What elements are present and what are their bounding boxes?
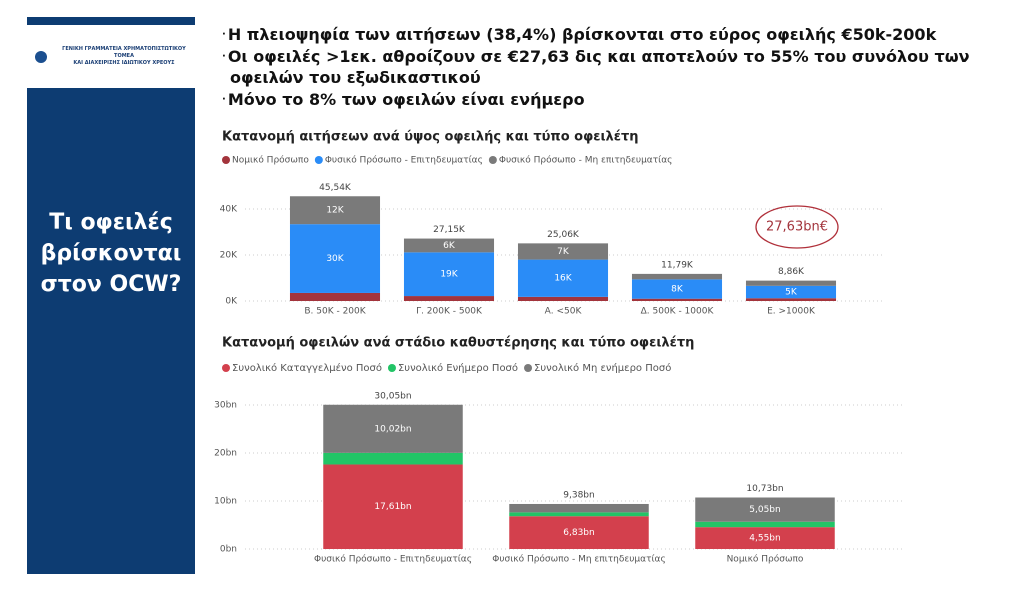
- chart-title: Κατανομή αιτήσεων ανά ύψος οφειλής και τ…: [222, 130, 639, 145]
- title-line: βρίσκονται: [40, 241, 182, 266]
- logo-text: ΓΕΝΙΚΗ ΓΡΑΜΜΑΤΕΙΑ ΧΡΗΜΑΤΟΠΙΣΤΩΤΙΚΟΥ ΤΟΜΕ…: [53, 46, 195, 67]
- logo-icon: [35, 50, 47, 63]
- chart-title: Κατανομή οφειλών ανά στάδιο καθυστέρησης…: [222, 336, 694, 351]
- data-label: 16K: [554, 274, 572, 284]
- data-label: 5K: [785, 288, 798, 298]
- sidebar-title: Τι οφειλές βρίσκονται στον OCW?: [27, 207, 195, 300]
- annotation-circle: [755, 205, 839, 249]
- data-label: 10,02bn: [374, 424, 411, 434]
- logo: ΓΕΝΙΚΗ ΓΡΑΜΜΑΤΕΙΑ ΧΡΗΜΑΤΟΠΙΣΤΩΤΙΚΟΥ ΤΟΜΕ…: [27, 25, 195, 88]
- bar-segment: [695, 521, 835, 528]
- total-label: 25,06K: [547, 230, 580, 240]
- y-tick-label: 0bn: [220, 545, 237, 555]
- bar-segment: [403, 238, 495, 253]
- title-line: Τι οφειλές: [49, 210, 173, 235]
- legend-marker: [314, 156, 323, 164]
- title-line: στον OCW?: [40, 272, 182, 297]
- total-label: 8,86K: [778, 267, 805, 277]
- bar-segment: [403, 296, 495, 301]
- bar-segment: [517, 243, 609, 260]
- bullet-list: Η πλειοψηφία των αιτήσεων (38,4%) βρίσκο…: [222, 24, 982, 110]
- legend-marker: [524, 364, 533, 372]
- bar-segment: [289, 292, 381, 301]
- y-tick-label: 10bn: [214, 497, 237, 507]
- bar-segment: [631, 298, 723, 301]
- legend-marker: [488, 156, 497, 164]
- logo-line: ΚΑΙ ΔΙΑΧΕΙΡΙΣΗΣ ΙΔΙΩΤΙΚΟΥ ΧΡΕΟΥΣ: [73, 60, 175, 66]
- bar-segment: [289, 224, 381, 293]
- x-tick-label: Γ. 200K - 500K: [416, 307, 483, 317]
- annotation: 27,63bn€: [766, 220, 828, 235]
- data-label: 12K: [326, 206, 344, 216]
- bar-segment: [631, 273, 723, 280]
- legend-marker: [222, 156, 230, 164]
- legend-label: Φυσικό Πρόσωπο - Επιτηδευματίας: [325, 155, 483, 166]
- bar-segment: [745, 285, 837, 299]
- data-label: 4,55bn: [749, 534, 780, 544]
- total-label: 10,73bn: [746, 484, 783, 494]
- bar-segment: [509, 512, 649, 517]
- bullet: Οι οφειλές >1εκ. αθροίζουν σε €27,63 δις…: [222, 46, 982, 89]
- legend-marker: [387, 364, 396, 372]
- y-tick-label: 30bn: [214, 401, 237, 411]
- bullet: Η πλειοψηφία των αιτήσεων (38,4%) βρίσκο…: [222, 24, 982, 46]
- legend-label: Συνολικό Μη ενήμερο Ποσό: [534, 362, 671, 374]
- data-label: 7K: [557, 247, 570, 257]
- legend-label: Φυσικό Πρόσωπο - Μη επιτηδευματίας: [499, 155, 673, 166]
- bar-segment: [517, 259, 609, 297]
- legend-label: Συνολικό Ενήμερο Ποσό: [398, 362, 518, 374]
- bar-segment: [745, 298, 837, 301]
- bar-segment: [403, 252, 495, 297]
- total-label: 27,15K: [433, 225, 466, 235]
- legend-label: Συνολικό Καταγγελμένο Ποσό: [232, 362, 382, 374]
- bullet: Μόνο το 8% των οφειλών είναι ενήμερο: [222, 89, 982, 111]
- bar-segment: [509, 503, 649, 513]
- data-label: 30K: [326, 254, 344, 264]
- data-label: 6K: [443, 241, 456, 251]
- y-tick-label: 20K: [220, 251, 238, 261]
- y-tick-label: 0K: [225, 297, 238, 307]
- bar-segment: [695, 497, 835, 522]
- x-tick-label: Β. 50K - 200K: [304, 307, 366, 317]
- data-label: 6,83bn: [563, 528, 594, 538]
- data-label: 5,05bn: [749, 505, 780, 515]
- sidebar: ΓΕΝΙΚΗ ΓΡΑΜΜΑΤΕΙΑ ΧΡΗΜΑΤΟΠΙΣΤΩΤΙΚΟΥ ΤΟΜΕ…: [27, 17, 195, 574]
- legend-marker: [222, 364, 230, 372]
- x-tick-label: Ε. >1000K: [767, 307, 816, 317]
- bar-segment: [323, 452, 463, 465]
- x-tick-label: Α. <50K: [545, 307, 583, 317]
- bar-segment: [745, 280, 837, 286]
- bar-segment: [517, 296, 609, 301]
- x-tick-label: Νομικό Πρόσωπο: [727, 554, 804, 565]
- bar-segment: [631, 279, 723, 299]
- x-tick-label: Δ. 500K - 1000K: [641, 307, 715, 317]
- total-label: 30,05bn: [374, 391, 411, 401]
- total-label: 45,54K: [319, 183, 352, 193]
- total-label: 9,38bn: [563, 490, 594, 500]
- bar-segment: [695, 527, 835, 549]
- y-tick-label: 40K: [220, 205, 238, 215]
- bar-segment: [289, 196, 381, 225]
- legend-label: Νομικό Πρόσωπο: [232, 155, 309, 166]
- logo-line: ΓΕΝΙΚΗ ΓΡΑΜΜΑΤΕΙΑ ΧΡΗΜΑΤΟΠΙΣΤΩΤΙΚΟΥ ΤΟΜΕ…: [62, 46, 186, 59]
- data-label: 17,61bn: [374, 502, 411, 512]
- bar-segment: [509, 516, 649, 549]
- x-tick-label: Φυσικό Πρόσωπο - Επιτηδευματίας: [314, 554, 472, 565]
- y-tick-label: 20bn: [214, 449, 237, 459]
- x-tick-label: Φυσικό Πρόσωπο - Μη επιτηδευματίας: [492, 554, 666, 565]
- total-label: 11,79K: [661, 260, 694, 270]
- bar-segment: [323, 464, 463, 549]
- data-label: 8K: [671, 285, 684, 295]
- bar-segment: [323, 404, 463, 453]
- data-label: 19K: [440, 270, 458, 280]
